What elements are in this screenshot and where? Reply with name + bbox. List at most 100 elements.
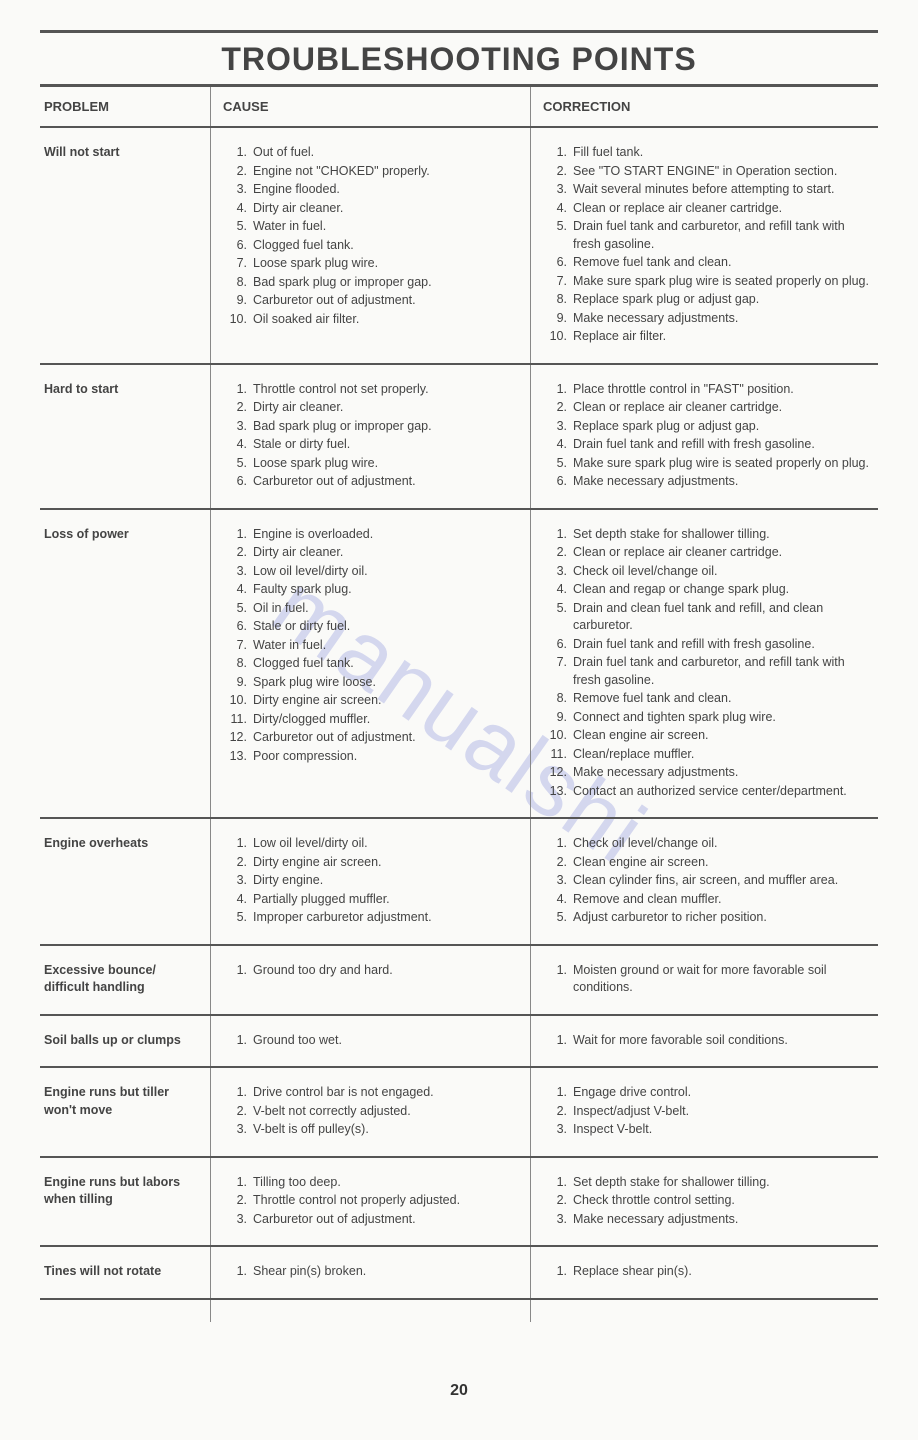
cause-text: Improper carburetor adjustment. bbox=[253, 909, 522, 927]
cause-text: Low oil level/dirty oil. bbox=[253, 563, 522, 581]
page-title: TROUBLESHOOTING POINTS bbox=[40, 41, 878, 78]
cause-text: Spark plug wire loose. bbox=[253, 674, 522, 692]
table-tail bbox=[40, 1300, 878, 1322]
correction-text: Check oil level/change oil. bbox=[573, 563, 874, 581]
correction-item: Drain and clean fuel tank and refill, an… bbox=[543, 600, 874, 635]
cause-item: Loose spark plug wire. bbox=[223, 255, 522, 273]
cause-item: Carburetor out of adjustment. bbox=[223, 729, 522, 747]
cause-item: Out of fuel. bbox=[223, 144, 522, 162]
correction-text: Inspect V-belt. bbox=[573, 1121, 874, 1139]
correction-cell: Check oil level/change oil.Clean engine … bbox=[530, 819, 878, 944]
correction-cell: Set depth stake for shallower tilling.Ch… bbox=[530, 1158, 878, 1246]
correction-item: Check oil level/change oil. bbox=[543, 563, 874, 581]
correction-cell: Set depth stake for shallower tilling.Cl… bbox=[530, 510, 878, 818]
correction-item: Adjust carburetor to richer position. bbox=[543, 909, 874, 927]
correction-item: Make necessary adjustments. bbox=[543, 1211, 874, 1229]
table-row: Tines will not rotateShear pin(s) broken… bbox=[40, 1247, 878, 1300]
cause-text: Stale or dirty fuel. bbox=[253, 436, 522, 454]
cause-text: Water in fuel. bbox=[253, 218, 522, 236]
correction-item: Remove and clean muffler. bbox=[543, 891, 874, 909]
cause-item: Throttle control not set properly. bbox=[223, 381, 522, 399]
cause-text: Engine not "CHOKED" properly. bbox=[253, 163, 522, 181]
correction-item: Drain fuel tank and carburetor, and refi… bbox=[543, 654, 874, 689]
cause-item: Low oil level/dirty oil. bbox=[223, 563, 522, 581]
correction-text: Contact an authorized service center/dep… bbox=[573, 783, 874, 801]
problem-cell: Loss of power bbox=[40, 510, 210, 818]
cause-item: Engine flooded. bbox=[223, 181, 522, 199]
cause-item: Bad spark plug or improper gap. bbox=[223, 274, 522, 292]
correction-text: Replace air filter. bbox=[573, 328, 874, 346]
cause-text: Oil soaked air filter. bbox=[253, 311, 522, 329]
troubleshooting-table: PROBLEM CAUSE CORRECTION Will not startO… bbox=[40, 84, 878, 1322]
cause-item: Carburetor out of adjustment. bbox=[223, 473, 522, 491]
correction-item: Wait for more favorable soil conditions. bbox=[543, 1032, 874, 1050]
problem-cell: Tines will not rotate bbox=[40, 1247, 210, 1298]
correction-item: Make necessary adjustments. bbox=[543, 764, 874, 782]
correction-text: Clean engine air screen. bbox=[573, 727, 874, 745]
correction-item: Engage drive control. bbox=[543, 1084, 874, 1102]
cause-cell: Ground too wet. bbox=[210, 1016, 530, 1067]
correction-item: Wait several minutes before attempting t… bbox=[543, 181, 874, 199]
correction-item: Clean or replace air cleaner cartridge. bbox=[543, 544, 874, 562]
cause-text: Carburetor out of adjustment. bbox=[253, 1211, 522, 1229]
correction-text: See "TO START ENGINE" in Operation secti… bbox=[573, 163, 874, 181]
correction-item: Clean engine air screen. bbox=[543, 854, 874, 872]
cause-text: Dirty engine air screen. bbox=[253, 692, 522, 710]
cause-item: Ground too wet. bbox=[223, 1032, 522, 1050]
correction-text: Clean or replace air cleaner cartridge. bbox=[573, 544, 874, 562]
correction-item: Clean cylinder fins, air screen, and muf… bbox=[543, 872, 874, 890]
cause-cell: Shear pin(s) broken. bbox=[210, 1247, 530, 1298]
correction-text: Wait several minutes before attempting t… bbox=[573, 181, 874, 199]
correction-item: Set depth stake for shallower tilling. bbox=[543, 1174, 874, 1192]
cause-item: Dirty air cleaner. bbox=[223, 544, 522, 562]
correction-text: Adjust carburetor to richer position. bbox=[573, 909, 874, 927]
correction-text: Drain fuel tank and refill with fresh ga… bbox=[573, 436, 874, 454]
top-rule bbox=[40, 30, 878, 33]
table-row: Excessive bounce/ difficult handlingGrou… bbox=[40, 946, 878, 1016]
cause-text: Carburetor out of adjustment. bbox=[253, 473, 522, 491]
cause-cell: Tilling too deep.Throttle control not pr… bbox=[210, 1158, 530, 1246]
cause-text: Engine flooded. bbox=[253, 181, 522, 199]
correction-text: Engage drive control. bbox=[573, 1084, 874, 1102]
header-problem: PROBLEM bbox=[40, 87, 210, 126]
correction-text: Make sure spark plug wire is seated prop… bbox=[573, 273, 874, 291]
cause-text: Poor compression. bbox=[253, 748, 522, 766]
cause-text: Carburetor out of adjustment. bbox=[253, 729, 522, 747]
cause-item: Engine not "CHOKED" properly. bbox=[223, 163, 522, 181]
correction-item: Remove fuel tank and clean. bbox=[543, 254, 874, 272]
correction-text: Check throttle control setting. bbox=[573, 1192, 874, 1210]
cause-item: Partially plugged muffler. bbox=[223, 891, 522, 909]
correction-item: Replace shear pin(s). bbox=[543, 1263, 874, 1281]
cause-text: Loose spark plug wire. bbox=[253, 455, 522, 473]
correction-item: Make necessary adjustments. bbox=[543, 473, 874, 491]
cause-item: Water in fuel. bbox=[223, 218, 522, 236]
cause-text: Dirty air cleaner. bbox=[253, 200, 522, 218]
correction-text: Moisten ground or wait for more favorabl… bbox=[573, 962, 874, 997]
correction-text: Place throttle control in "FAST" positio… bbox=[573, 381, 874, 399]
correction-text: Connect and tighten spark plug wire. bbox=[573, 709, 874, 727]
correction-item: Clean or replace air cleaner cartridge. bbox=[543, 200, 874, 218]
header-correction: CORRECTION bbox=[530, 87, 878, 126]
cause-cell: Low oil level/dirty oil.Dirty engine air… bbox=[210, 819, 530, 944]
correction-cell: Engage drive control.Inspect/adjust V-be… bbox=[530, 1068, 878, 1156]
cause-item: Carburetor out of adjustment. bbox=[223, 1211, 522, 1229]
correction-text: Replace spark plug or adjust gap. bbox=[573, 291, 874, 309]
correction-text: Make sure spark plug wire is seated prop… bbox=[573, 455, 874, 473]
cause-item: Faulty spark plug. bbox=[223, 581, 522, 599]
correction-cell: Replace shear pin(s). bbox=[530, 1247, 878, 1298]
correction-item: Drain fuel tank and carburetor, and refi… bbox=[543, 218, 874, 253]
cause-text: Dirty air cleaner. bbox=[253, 399, 522, 417]
cause-text: Dirty air cleaner. bbox=[253, 544, 522, 562]
cause-item: Dirty air cleaner. bbox=[223, 200, 522, 218]
page-content: TROUBLESHOOTING POINTS PROBLEM CAUSE COR… bbox=[40, 30, 878, 1400]
correction-item: Drain fuel tank and refill with fresh ga… bbox=[543, 636, 874, 654]
correction-item: Set depth stake for shallower tilling. bbox=[543, 526, 874, 544]
correction-text: Drain fuel tank and refill with fresh ga… bbox=[573, 636, 874, 654]
table-row: Hard to startThrottle control not set pr… bbox=[40, 365, 878, 510]
cause-text: Oil in fuel. bbox=[253, 600, 522, 618]
table-row: Engine runs but tiller won't moveDrive c… bbox=[40, 1068, 878, 1158]
cause-text: Dirty engine. bbox=[253, 872, 522, 890]
cause-text: Stale or dirty fuel. bbox=[253, 618, 522, 636]
problem-cell: Will not start bbox=[40, 128, 210, 363]
correction-text: Set depth stake for shallower tilling. bbox=[573, 526, 874, 544]
